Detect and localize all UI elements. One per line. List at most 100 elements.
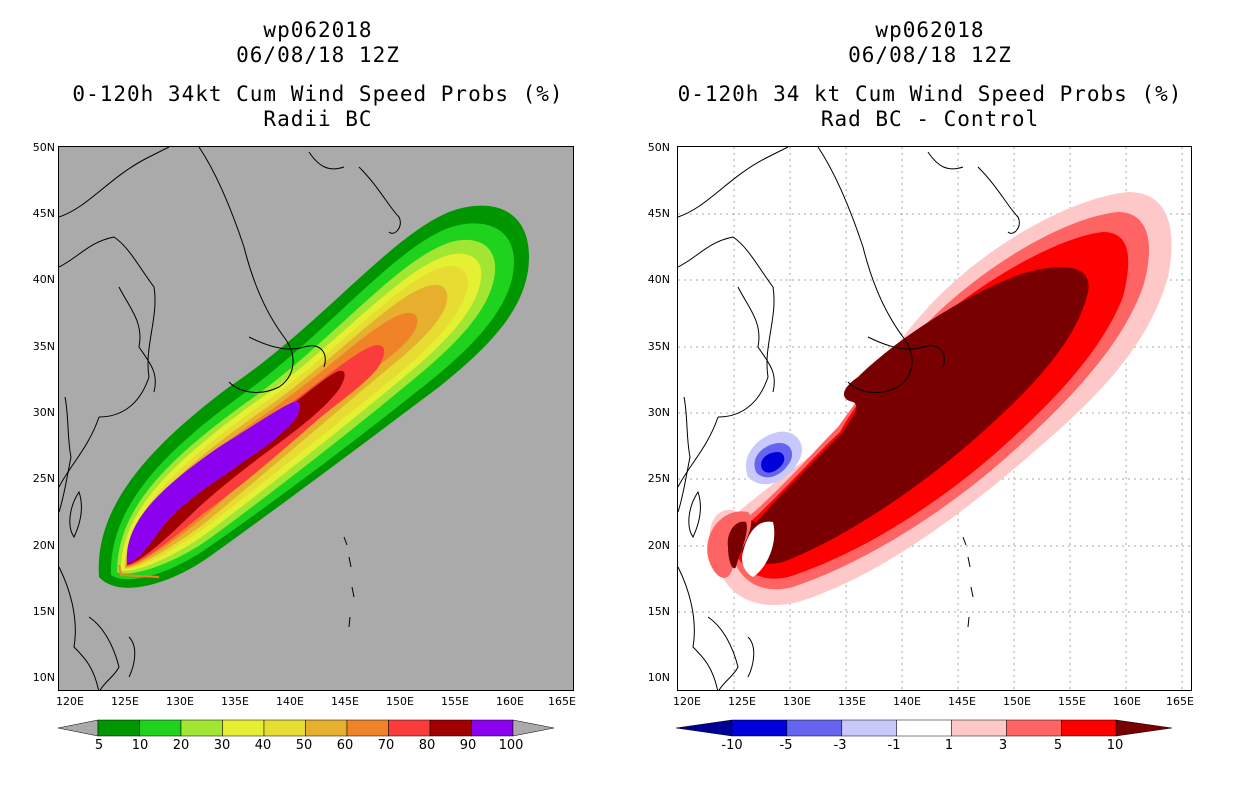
right-lat-10: 10N [647,671,670,684]
left-lat-35: 35N [32,340,55,353]
left-cbar-end-right [512,719,554,737]
right-lon-150: 150E [1003,695,1031,708]
left-subtitle: Radii BC [263,107,373,131]
right-cbar-label-neg5: -5 [779,738,793,753]
left-cbar-label-80: 80 [418,738,436,753]
right-map [677,146,1192,691]
right-cbar-swatches-swatch-1 [786,719,843,737]
right-colorbar [676,718,1172,738]
left-probability-swath [98,205,529,588]
right-cbar-swatches-swatch-6 [1061,719,1117,737]
right-cbar-swatches-swatch-4 [951,719,1007,737]
right-cbar-label-3: 3 [998,738,1008,753]
right-cbar-label-10: 10 [1106,738,1124,753]
left-lat-50: 50N [32,141,55,154]
right-cbar-end-left [676,719,733,737]
left-cbar-swatches-swatch-9 [471,719,514,737]
left-lat-30: 30N [32,406,55,419]
left-cbar-label-70: 70 [377,738,395,753]
left-cbar-label-50: 50 [295,738,313,753]
left-lon-135: 135E [221,695,249,708]
left-cbar-swatches-swatch-0 [97,719,140,737]
right-storm-id: wp062018 [875,18,985,42]
right-lat-35: 35N [647,340,670,353]
left-cbar-label-20: 20 [172,738,190,753]
left-lat-10: 10N [32,671,55,684]
left-cbar-swatches [97,719,514,737]
right-lon-155: 155E [1058,695,1086,708]
left-lon-140: 140E [276,695,304,708]
left-product-title: 0-120h 34kt Cum Wind Speed Probs (%) [72,82,564,106]
right-cbar-swatches-swatch-3 [896,719,952,737]
left-lon-155: 155E [441,695,469,708]
right-cbar-label-neg3: -3 [833,738,847,753]
left-date-time: 06/08/18 12Z [236,43,400,67]
right-cbar-swatches-swatch-5 [1006,719,1062,737]
right-lon-165: 165E [1166,695,1194,708]
right-lat-15: 15N [647,605,670,618]
right-lat-30: 30N [647,406,670,419]
right-lat-50: 50N [647,141,670,154]
left-lat-45: 45N [32,207,55,220]
right-product-title: 0-120h 34 kt Cum Wind Speed Probs (%) [677,82,1183,106]
left-map-canvas [59,147,529,690]
right-lon-120: 120E [673,695,701,708]
diff-neg-10 [761,452,785,473]
right-lat-45: 45N [647,207,670,220]
right-lon-140: 140E [893,695,921,708]
left-lat-20: 20N [32,539,55,552]
swath-90 [126,401,300,564]
right-date-time: 06/08/18 12Z [848,43,1012,67]
left-cbar-swatches-swatch-5 [305,719,348,737]
left-cbar-label-40: 40 [254,738,272,753]
diff-pos-small-core [727,521,747,569]
left-cbar-label-5: 5 [94,738,104,753]
diff-white-gap [742,521,775,577]
left-lon-125: 125E [111,695,139,708]
left-cbar-label-30: 30 [213,738,231,753]
right-lat-25: 25N [647,472,670,485]
left-lon-150: 150E [386,695,414,708]
right-map-canvas [678,147,1191,690]
left-lon-120: 120E [56,695,84,708]
left-storm-id: wp062018 [263,18,373,42]
left-lat-40: 40N [32,273,55,286]
left-colorbar-svg [58,719,554,737]
left-cbar-swatches-swatch-1 [139,719,182,737]
right-coastlines [678,147,1020,690]
right-cbar-label-1: 1 [944,738,954,753]
right-subtitle: Rad BC - Control [820,107,1040,131]
diff-10 [739,267,1089,564]
right-lon-130: 130E [783,695,811,708]
left-cbar-swatches-swatch-6 [346,719,389,737]
left-lon-160: 160E [496,695,524,708]
right-cbar-end-right [1115,719,1172,737]
right-lat-40: 40N [647,273,670,286]
swath-edge [118,564,160,578]
right-cbar-label-neg1: -1 [887,738,901,753]
left-lon-145: 145E [331,695,359,708]
left-cbar-end-left [58,719,99,737]
right-lon-145: 145E [948,695,976,708]
right-difference-field [707,192,1172,606]
right-cbar-label-5: 5 [1053,738,1063,753]
left-lat-25: 25N [32,472,55,485]
right-title-block: wp062018 06/08/18 12Z 0-120h 34 kt Cum W… [668,18,1192,132]
left-cbar-swatches-swatch-2 [180,719,223,737]
left-title-block: wp062018 06/08/18 12Z 0-120h 34kt Cum Wi… [60,18,576,132]
left-colorbar [58,718,554,738]
right-lon-160: 160E [1113,695,1141,708]
left-cbar-swatches-swatch-3 [222,719,265,737]
left-cbar-label-60: 60 [336,738,354,753]
right-lon-135: 135E [838,695,866,708]
left-cbar-label-100: 100 [498,738,524,753]
right-cbar-swatches-swatch-2 [841,719,897,737]
right-cbar-swatches-swatch-0 [731,719,788,737]
left-lat-15: 15N [32,605,55,618]
left-lon-130: 130E [166,695,194,708]
right-cbar-label-neg10: -10 [721,738,743,753]
left-cbar-label-10: 10 [131,738,149,753]
left-cbar-swatches-swatch-7 [388,719,431,737]
right-lat-20: 20N [647,539,670,552]
right-cbar-swatches [731,719,1117,737]
